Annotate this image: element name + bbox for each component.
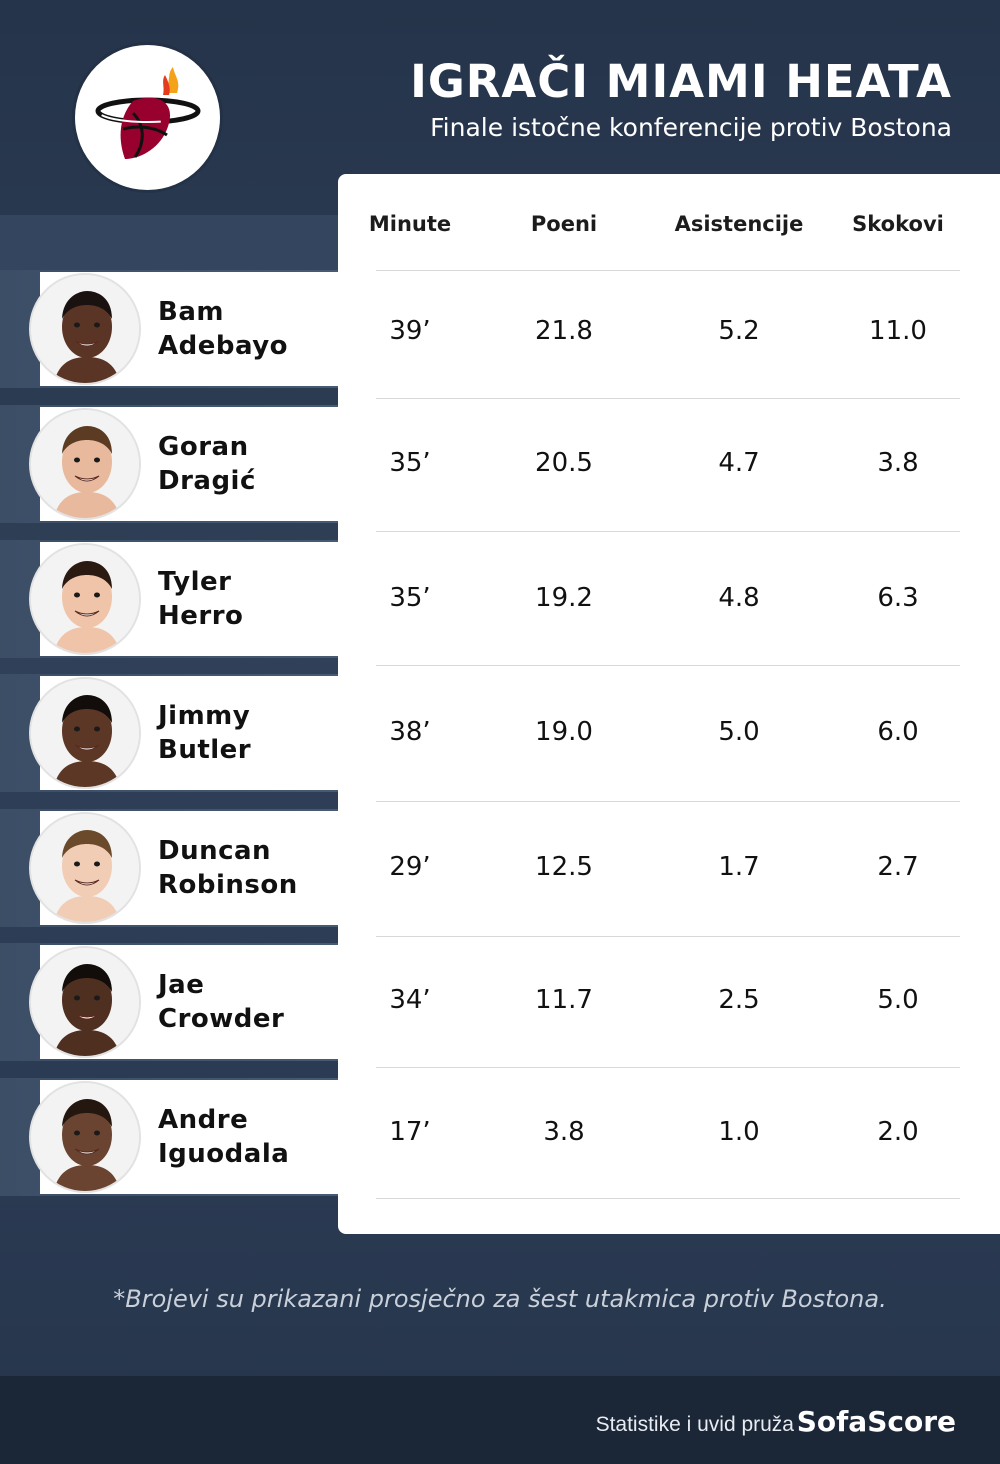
player-avatar <box>29 408 141 520</box>
cell-minutes: 39’ <box>389 316 431 346</box>
row-divider <box>376 665 960 666</box>
player-name: Jae Crowder <box>158 968 338 1036</box>
player-last-name: Butler <box>158 735 252 765</box>
page-subtitle: Finale istočne konferencije protiv Bosto… <box>430 113 952 142</box>
cell-rebounds: 6.3 <box>877 583 919 613</box>
player-name: Jimmy Butler <box>158 699 338 767</box>
row-divider <box>376 801 960 802</box>
cell-points: 19.2 <box>535 583 593 613</box>
player-last-name: Dragić <box>158 466 256 496</box>
row-divider <box>376 270 960 271</box>
player-portrait-icon <box>31 814 139 922</box>
column-header-assists: Asistencije <box>674 212 804 236</box>
row-divider <box>376 531 960 532</box>
cell-points: 11.7 <box>535 985 593 1015</box>
player-first-name: Bam <box>158 297 224 327</box>
cell-minutes: 38’ <box>389 717 431 747</box>
player-avatar <box>29 1081 141 1193</box>
player-portrait-icon <box>31 1083 139 1191</box>
cell-points: 19.0 <box>535 717 593 747</box>
row-divider <box>376 398 960 399</box>
footer-credit-text: Statistike i uvid pruža <box>595 1413 794 1436</box>
column-header-points: Poeni <box>530 212 598 236</box>
cell-assists: 2.5 <box>718 985 760 1015</box>
player-name: Goran Dragić <box>158 430 338 498</box>
cell-minutes: 29’ <box>389 852 431 882</box>
player-avatar <box>29 273 141 385</box>
player-last-name: Robinson <box>158 870 298 900</box>
stats-table <box>338 174 1000 1234</box>
column-header-minutes: Minute <box>368 212 452 236</box>
cell-points: 20.5 <box>535 448 593 478</box>
cell-rebounds: 2.7 <box>877 852 919 882</box>
cell-rebounds: 2.0 <box>877 1117 919 1147</box>
miami-heat-logo-icon <box>95 66 200 159</box>
player-avatar <box>29 812 141 924</box>
row-divider <box>376 1198 960 1199</box>
cell-minutes: 35’ <box>389 583 431 613</box>
player-first-name: Jimmy <box>158 701 251 731</box>
cell-assists: 4.7 <box>718 448 760 478</box>
player-portrait-icon <box>31 410 139 518</box>
player-avatar <box>29 946 141 1058</box>
player-first-name: Andre <box>158 1105 249 1135</box>
cell-assists: 5.2 <box>718 316 760 346</box>
header-band <box>0 215 340 270</box>
cell-rebounds: 5.0 <box>877 985 919 1015</box>
cell-points: 21.8 <box>535 316 593 346</box>
player-first-name: Goran <box>158 432 249 462</box>
cell-points: 12.5 <box>535 852 593 882</box>
player-portrait-icon <box>31 545 139 653</box>
cell-assists: 1.7 <box>718 852 760 882</box>
row-divider <box>376 1067 960 1068</box>
cell-rebounds: 3.8 <box>877 448 919 478</box>
cell-points: 3.8 <box>543 1117 585 1147</box>
footer-bar <box>0 1376 1000 1464</box>
team-logo <box>75 45 220 190</box>
page-title: IGRAČI MIAMI HEATA <box>410 55 952 108</box>
cell-minutes: 17’ <box>389 1117 431 1147</box>
cell-minutes: 34’ <box>389 985 431 1015</box>
column-header-rebounds: Skokovi <box>852 212 944 236</box>
player-first-name: Jae <box>158 970 205 1000</box>
cell-rebounds: 11.0 <box>869 316 927 346</box>
player-last-name: Adebayo <box>158 331 289 361</box>
player-avatar <box>29 543 141 655</box>
cell-rebounds: 6.0 <box>877 717 919 747</box>
player-first-name: Duncan <box>158 836 272 866</box>
player-last-name: Crowder <box>158 1004 285 1034</box>
player-name: Tyler Herro <box>158 565 338 633</box>
player-name: Bam Adebayo <box>158 295 338 363</box>
cell-assists: 5.0 <box>718 717 760 747</box>
player-name: Duncan Robinson <box>158 834 338 902</box>
player-last-name: Iguodala <box>158 1139 290 1169</box>
cell-assists: 4.8 <box>718 583 760 613</box>
player-name: Andre Iguodala <box>158 1103 338 1171</box>
player-portrait-icon <box>31 948 139 1056</box>
player-portrait-icon <box>31 275 139 383</box>
sofascore-brand[interactable]: SofaScore <box>796 1405 956 1438</box>
footnote: *Brojevi su prikazani prosječno za šest … <box>113 1285 887 1313</box>
row-divider <box>376 936 960 937</box>
player-last-name: Herro <box>158 601 244 631</box>
player-portrait-icon <box>31 679 139 787</box>
cell-assists: 1.0 <box>718 1117 760 1147</box>
cell-minutes: 35’ <box>389 448 431 478</box>
player-first-name: Tyler <box>158 567 232 597</box>
player-avatar <box>29 677 141 789</box>
